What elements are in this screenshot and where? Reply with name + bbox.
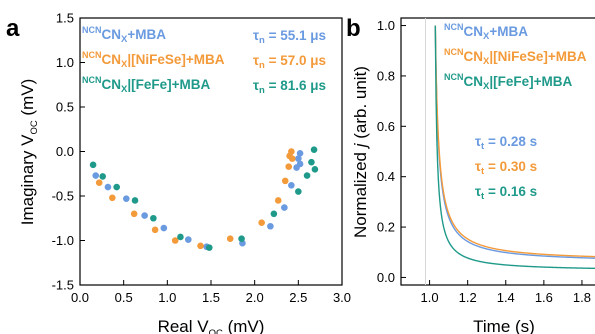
panel-a-series-1-point <box>104 183 112 191</box>
panel-b-tau-label-2: τt = 0.30 s <box>475 159 537 177</box>
panel-a-legend-series-3: NCNCNX|[FeFe]+MBA <box>82 75 210 95</box>
panel-a-series-1-point <box>296 149 304 157</box>
panel-a-series-1-point <box>141 212 148 219</box>
panel-a-y-tick-label: -1.5 <box>52 278 74 293</box>
panel-a-x-tick-label: 2.0 <box>246 290 264 305</box>
panel-a-series-2-point <box>226 235 234 243</box>
panel-a-series-1-point <box>288 182 295 189</box>
panel-a-y-tick-label: 1.0 <box>56 55 74 70</box>
panel-a-series-1-point <box>296 160 304 168</box>
panel-a-series-3-point <box>303 172 311 179</box>
panel-b-y-ticks: 0.0 0.2 0.4 0.6 0.8 1.0 <box>377 18 406 285</box>
panel-a-legend-series-1: NCNCNX+MBA <box>82 25 166 45</box>
panel-b-series-1-line <box>434 25 595 259</box>
panel-a-y-tick-label: 0.5 <box>56 100 74 115</box>
panel-b-y-tick-label: 0.6 <box>377 119 395 134</box>
panel-b-label: b <box>346 15 361 42</box>
panel-a-series-3-point <box>311 166 319 173</box>
panel-a-series-2-point <box>285 163 293 170</box>
panel-a-x-tick-label: 0.0 <box>71 290 89 305</box>
panel-a-series-2-point <box>109 194 116 202</box>
panel-b-x-axis-label: Time (s) <box>473 317 535 334</box>
panel-a-series-3-point <box>295 188 302 195</box>
panel-a-tau-label-2: τn = 57.0 μs <box>253 53 326 71</box>
panel-a-series-2-point <box>151 226 159 234</box>
panel-a-series-3-point <box>308 158 315 166</box>
panel-b-series-3-line <box>434 25 595 270</box>
panel-b-transient-plot: b 1.0 1.2 1.4 1.6 1.8 0.0 0.2 0.4 0.6 0.8 1.0 Tim… <box>346 15 595 334</box>
panel-a-series-2-point <box>171 237 179 244</box>
panel-a-series-2-point <box>130 210 138 218</box>
panel-a-series-3-point <box>238 235 245 243</box>
panel-a-x-tick-label: 1.0 <box>158 290 176 305</box>
panel-a-series-3-point <box>113 183 120 191</box>
panel-a-x-tick-label: 2.5 <box>289 290 307 305</box>
panel-a-x-tick-label: 1.5 <box>202 290 220 305</box>
panel-a-series-1-point <box>160 224 168 232</box>
panel-a-y-tick-label: 1.5 <box>56 11 74 26</box>
panel-a-series-2-point <box>258 219 265 226</box>
panel-b-tau-label-1: τt = 0.28 s <box>475 134 537 152</box>
panel-b-x-tick-label: 1.8 <box>573 290 591 305</box>
panel-a-series-3-point <box>205 244 213 251</box>
panel-a-series-1-point <box>295 155 302 162</box>
panel-a-series-2-point <box>274 197 282 204</box>
panel-a-y-axis-label: Imaginary VOC (mV) <box>18 79 40 226</box>
panel-b-y-tick-label: 0.8 <box>377 68 395 83</box>
panel-a-series-1-point <box>267 222 274 230</box>
panel-a-series-2-point <box>281 177 289 185</box>
panel-b-legend: NCNCNX+MBA NCNCNX|[NiFeSe]+MBA NCNCNX|[F… <box>444 22 587 202</box>
panel-a-series-2-point <box>197 242 204 250</box>
panel-b-legend-series-3: NCNCNX|[FeFe]+MBA <box>444 72 572 92</box>
panel-b-legend-series-2: NCNCNX|[NiFeSe]+MBA <box>444 47 587 67</box>
panel-a-tau-label-1: τn = 55.1 μs <box>253 28 326 46</box>
panel-a-x-ticks: 0.0 0.5 1.0 1.5 2.0 2.5 3.0 <box>71 280 351 305</box>
panel-a-series-2-point <box>288 148 295 155</box>
panel-a-series-3-point <box>270 210 278 218</box>
panel-a-legend-series-2: NCNCNX|[NiFeSe]+MBA <box>82 50 225 70</box>
panel-a-series-3-point <box>89 161 97 169</box>
panel-a-data-points <box>89 146 319 251</box>
panel-b-y-tick-label: 1.0 <box>377 18 395 33</box>
panel-a-series-1-point <box>281 204 288 211</box>
panel-a-series-3-point <box>310 146 318 154</box>
panel-a-series-3-point <box>99 173 107 180</box>
panel-a-y-tick-label: 0.0 <box>56 144 74 159</box>
panel-a-x-tick-label: 0.5 <box>115 290 133 305</box>
panel-b-x-tick-label: 1.4 <box>497 290 515 305</box>
panel-b-x-ticks: 1.0 1.2 1.4 1.6 1.8 <box>421 280 591 305</box>
panel-b-x-tick-label: 1.2 <box>459 290 477 305</box>
panel-b-y-tick-label: 0.4 <box>377 169 395 184</box>
panel-a-tau-label-3: τn = 81.6 μs <box>253 78 326 96</box>
panel-a-series-3-point <box>150 214 157 222</box>
panel-b-x-tick-label: 1.6 <box>535 290 553 305</box>
panel-a-x-axis-label: Real VOC (mV) <box>158 317 265 334</box>
panel-a-y-ticks: -1.5 -1.0 -0.5 0.0 0.5 1.0 1.5 <box>52 11 85 293</box>
panel-b-plot-frame <box>400 17 595 286</box>
panel-b-y-axis-label: Normalized j (arb. unit) <box>351 66 370 238</box>
panel-a-series-1-point <box>122 195 130 202</box>
panel-b-legend-series-1: NCNCNX+MBA <box>444 22 528 42</box>
panel-a-label: a <box>6 15 20 42</box>
panel-a-legend: NCNCNX+MBA NCNCNX|[NiFeSe]+MBA NCNCNX|[F… <box>82 25 326 96</box>
panel-a-y-tick-label: -0.5 <box>52 189 74 204</box>
panel-a-nyquist-plot: a 0.0 0.5 1.0 1.5 2.0 2.5 3.0 -1.5-1.0-0.50.00… <box>6 11 351 334</box>
panel-a-series-3-point <box>177 233 184 241</box>
panel-a-x-tick-label: 3.0 <box>333 290 351 305</box>
panel-a-series-2-point <box>95 179 103 186</box>
panel-a-series-1-point <box>184 236 192 243</box>
panel-b-y-tick-label: 0.0 <box>377 270 395 285</box>
panel-a-series-2-point <box>288 155 296 162</box>
panel-b-x-tick-label: 1.0 <box>421 290 439 305</box>
panel-b-series-2-line <box>434 25 595 258</box>
panel-b-tau-label-3: τt = 0.16 s <box>475 184 537 202</box>
panel-a-series-3-point <box>131 197 139 204</box>
panel-a-series-1-point <box>92 172 100 179</box>
panel-b-decay-curves <box>434 25 595 270</box>
panel-a-y-tick-label: -1.0 <box>52 233 74 248</box>
panel-b-y-tick-label: 0.2 <box>377 220 395 235</box>
